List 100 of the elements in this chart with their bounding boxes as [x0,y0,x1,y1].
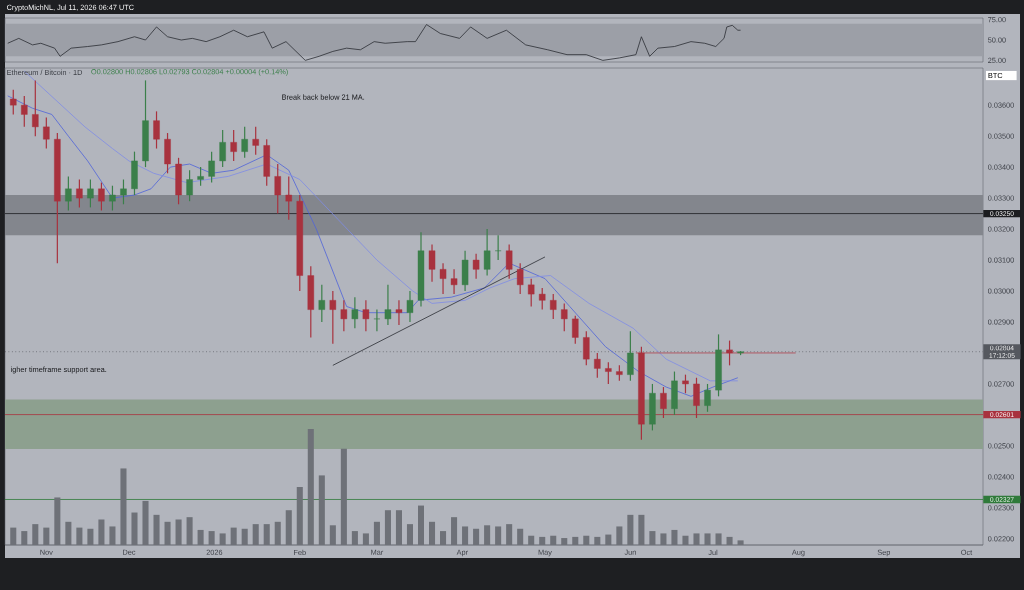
candlestick [682,374,689,394]
bar [583,535,590,546]
bar [440,531,447,546]
bar [726,536,733,546]
bar [528,535,535,546]
bar [131,512,138,546]
bar [384,510,391,546]
candlestick [340,299,348,332]
candlestick [186,169,193,202]
bar [451,517,458,546]
bar [693,533,700,546]
candlestick [538,287,546,311]
candlestick [605,361,612,385]
candlestick [439,262,447,295]
bar [21,531,28,546]
bar [230,527,237,546]
bar [197,529,204,546]
bar [473,528,480,546]
bar [307,429,314,546]
bar [329,525,336,546]
candlestick [285,175,292,221]
candlestick [726,339,733,366]
candlestick [87,178,94,208]
bar [539,536,546,546]
bar [638,514,645,546]
candlestick [550,293,557,320]
candlestick [241,126,248,159]
bar [495,526,502,546]
candlestick [252,126,259,156]
bar [462,526,469,546]
bar [109,526,116,546]
candlestick [483,228,491,277]
bar [175,519,182,546]
bar [737,540,744,546]
candlestick [594,352,601,379]
candlestick [627,330,634,382]
candlestick [329,290,337,345]
bar [616,526,623,546]
candlestick [373,309,381,332]
candlestick [318,284,326,323]
bar [373,521,380,546]
bar [362,533,369,546]
bar [76,527,83,546]
bar [296,487,303,546]
candlestick [583,330,590,366]
bar [682,535,689,546]
bar [417,505,425,546]
bar [671,529,678,546]
bar [605,534,612,546]
bar [627,514,634,546]
bar [153,514,160,546]
candlestick [219,129,226,168]
candlestick [98,182,105,212]
bar [351,531,358,546]
bar [241,528,248,546]
candlestick [10,89,17,116]
bar [704,533,711,546]
bar [649,531,656,546]
bar [715,533,722,546]
bar [219,533,226,546]
bar [506,524,513,546]
bar [10,527,17,546]
line-series [7,24,741,61]
bar [65,521,72,546]
bar [517,528,524,546]
candlestick [494,234,502,261]
candlestick [230,129,237,162]
bar [285,510,292,546]
candlestick [395,299,403,326]
bar [594,536,601,546]
candlestick [561,302,568,332]
candlestick [527,278,535,308]
candlestick [274,163,281,215]
candlestick [450,268,458,295]
candlestick [21,95,28,128]
candlestick [505,243,513,280]
bar [208,531,215,546]
candlestick [109,185,116,212]
bar [98,519,105,546]
candlestick [43,116,50,150]
bar [274,521,281,546]
candlestick [76,178,83,208]
bar [252,524,259,546]
candlestick [65,175,72,212]
bar [484,525,491,546]
candlestick [472,253,480,280]
bar [142,500,149,546]
candlestick [384,284,392,326]
candlestick [516,262,524,295]
bar [318,475,325,546]
bar [164,521,171,546]
candlestick [208,151,215,184]
bar [43,527,50,546]
bar [263,524,270,546]
bar [87,528,94,546]
candlestick [362,299,370,332]
candlestick [32,79,39,137]
bar [428,521,436,546]
bar [561,538,568,546]
candlestick [351,296,359,329]
